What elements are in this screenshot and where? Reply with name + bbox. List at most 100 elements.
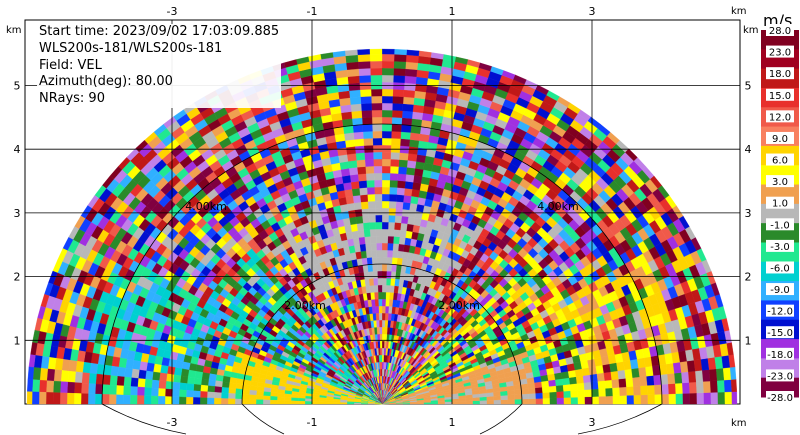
velocity-gate (357, 229, 365, 238)
velocity-gate (269, 399, 278, 405)
velocity-gate (213, 397, 222, 405)
velocity-gate (215, 374, 224, 382)
velocity-gate (386, 249, 393, 258)
velocity-gate (381, 256, 388, 265)
velocity-gate (362, 215, 370, 224)
velocity-gate (696, 381, 704, 394)
velocity-gate (479, 396, 488, 401)
velocity-gate (381, 214, 389, 223)
velocity-gate (387, 235, 394, 244)
velocity-gate (242, 384, 251, 391)
velocity-gate (541, 380, 550, 388)
velocity-gate (339, 104, 352, 114)
velocity-gate (241, 394, 250, 400)
velocity-gate (400, 131, 411, 140)
velocity-gate (276, 400, 285, 405)
velocity-gate (562, 384, 571, 392)
velocity-gate (569, 383, 578, 391)
velocity-gate (398, 236, 406, 245)
velocity-gate (597, 380, 606, 390)
velocity-gate (391, 124, 402, 132)
velocity-gate (270, 392, 278, 397)
velocity-gate (290, 397, 299, 402)
velocity-gate (603, 371, 612, 381)
velocity-gate (158, 380, 167, 390)
velocity-gate (392, 82, 405, 90)
velocity-gate (640, 385, 648, 396)
velocity-gate (136, 386, 145, 396)
range-ring-label: 4.00km (185, 200, 227, 213)
velocity-gate (390, 138, 401, 146)
velocity-gate (378, 312, 383, 321)
velocity-gate (347, 209, 356, 219)
velocity-gate (640, 394, 649, 405)
velocity-gate (626, 386, 634, 396)
x-ticks-top: -3 -1 1 3 (167, 5, 596, 18)
velocity-gate (87, 393, 96, 405)
velocity-gate (371, 256, 378, 265)
velocity-gate (345, 195, 354, 205)
velocity-gate (722, 367, 732, 381)
colorbar-label: -9.0 (770, 285, 790, 296)
velocity-gate (367, 264, 373, 272)
azimuth: Azimuth(deg): 80.00 (39, 74, 173, 90)
velocity-gate (192, 390, 201, 398)
velocity-gate (27, 379, 34, 392)
velocity-gate (400, 124, 412, 133)
velocity-gate (402, 103, 414, 112)
velocity-gate (392, 89, 405, 97)
info-box: Start time: 2023/09/02 17:03:09.885 WLS2… (37, 24, 282, 108)
velocity-gate (235, 383, 244, 390)
velocity-gate (391, 131, 402, 139)
velocity-gate (370, 242, 377, 251)
velocity-gate (360, 201, 369, 210)
velocity-gate (444, 401, 453, 405)
colorbar-label: -28.0 (767, 393, 793, 404)
velocity-gate (173, 374, 182, 383)
velocity-gate (368, 207, 376, 216)
velocity-gate (405, 54, 419, 64)
velocity-gate (404, 237, 412, 246)
velocity-gate (406, 223, 414, 232)
velocity-gate (403, 82, 416, 91)
velocity-gate (39, 379, 47, 393)
velocity-gate (398, 152, 409, 161)
velocity-gate (206, 391, 215, 399)
velocity-gate (696, 392, 705, 405)
velocity-gate (362, 222, 370, 231)
velocity-gate (458, 400, 467, 405)
velocity-gate (405, 230, 413, 239)
velocity-gate (381, 270, 387, 279)
velocity-gate (361, 208, 369, 217)
velocity-gate (390, 271, 397, 279)
velocity-gate (345, 54, 359, 64)
velocity-gate (381, 368, 384, 377)
velocity-gate (381, 74, 394, 83)
velocity-gate (374, 186, 383, 195)
velocity-gate (689, 381, 697, 394)
velocity-gate (229, 377, 238, 384)
velocity-gate (373, 151, 383, 160)
velocity-gate (131, 368, 140, 379)
velocity-gate (357, 49, 370, 56)
y-unit-left: km (6, 25, 22, 36)
velocity-gate (297, 400, 306, 405)
velocity-gate (32, 367, 42, 381)
velocity-gate (228, 387, 236, 394)
velocity-gate (39, 367, 48, 381)
colorbar-label: -18.0 (767, 350, 793, 361)
colorbar-label: -3.0 (770, 242, 790, 253)
velocity-gate (412, 104, 425, 114)
velocity-gate (528, 387, 536, 394)
velocity-gate (192, 397, 201, 405)
velocity-gate (514, 398, 523, 405)
velocity-gate (46, 380, 54, 393)
y-tick-label-left: 5 (14, 80, 21, 93)
velocity-gate (263, 391, 271, 397)
velocity-gate (386, 256, 393, 265)
velocity-gate (227, 398, 236, 405)
velocity-gate (171, 389, 180, 398)
velocity-gate (406, 160, 417, 169)
velocity-gate (345, 146, 356, 155)
velocity-gate (395, 201, 404, 210)
